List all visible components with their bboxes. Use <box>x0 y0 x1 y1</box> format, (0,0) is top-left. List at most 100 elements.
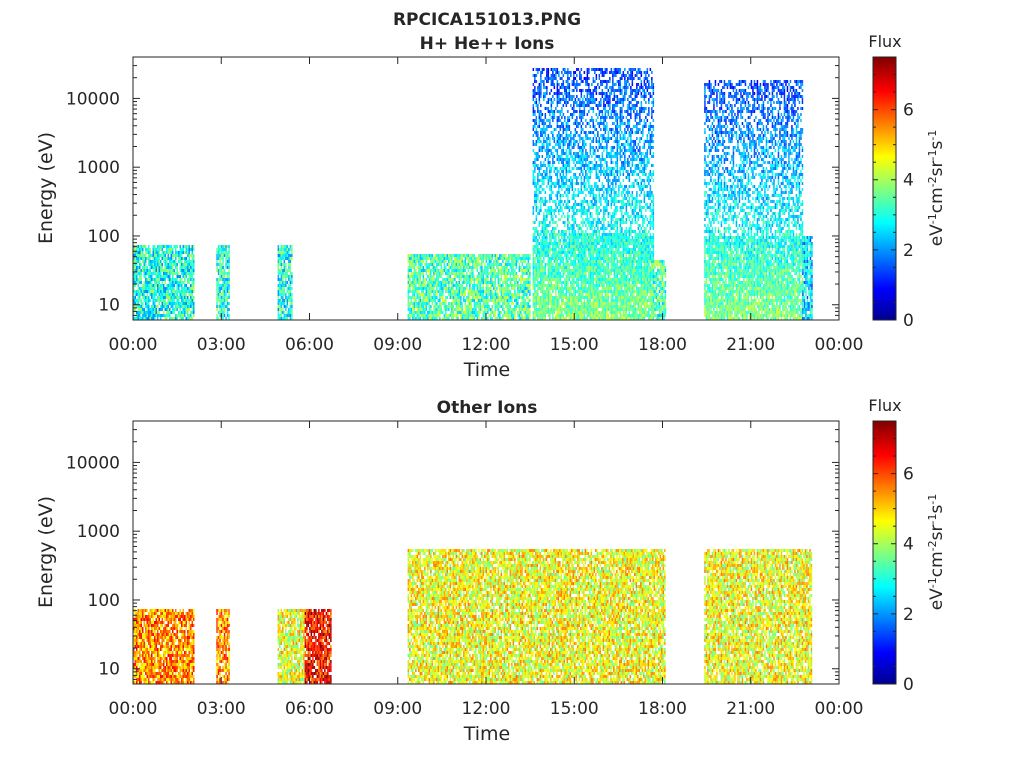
data-cell <box>568 152 571 155</box>
data-cell <box>570 296 572 299</box>
data-cell <box>580 269 583 272</box>
data-cell <box>481 260 483 263</box>
data-cell <box>455 290 458 293</box>
data-cell <box>540 92 542 95</box>
data-cell <box>166 314 168 317</box>
data-cell <box>139 251 141 254</box>
data-cell <box>440 290 443 293</box>
data-cell <box>543 230 545 233</box>
data-cell <box>588 209 590 212</box>
data-cell <box>176 284 178 287</box>
data-cell <box>448 260 450 263</box>
data-cell <box>549 155 551 158</box>
data-cell <box>547 182 550 185</box>
data-cell <box>508 296 510 299</box>
data-cell <box>479 263 482 266</box>
data-cell <box>418 266 420 269</box>
data-cell <box>538 272 541 275</box>
data-cell <box>164 302 166 305</box>
data-cell <box>418 296 420 299</box>
data-cell <box>485 284 488 287</box>
data-cell <box>285 251 287 254</box>
data-cell <box>574 266 577 269</box>
data-cell <box>556 245 559 248</box>
data-cell <box>133 290 135 293</box>
data-cell <box>538 149 541 152</box>
data-cell <box>146 311 148 314</box>
data-cell <box>544 269 547 272</box>
data-cell <box>567 287 569 290</box>
data-cell <box>546 92 548 95</box>
data-cell <box>422 275 425 278</box>
data-cell <box>169 287 171 290</box>
data-cell <box>574 128 577 131</box>
data-cell <box>511 287 513 290</box>
data-cell <box>586 308 589 311</box>
data-cell <box>481 293 483 296</box>
data-cell <box>543 236 545 239</box>
data-cell <box>464 308 467 311</box>
data-cell <box>163 254 165 257</box>
data-cell <box>437 290 440 293</box>
data-cell <box>436 281 438 284</box>
data-cell <box>565 170 568 173</box>
data-cell <box>485 260 488 263</box>
data-cell <box>538 113 541 116</box>
data-cell <box>286 251 289 254</box>
data-cell <box>561 299 563 302</box>
data-cell <box>152 296 154 299</box>
data-cell <box>481 299 483 302</box>
data-cell <box>552 275 554 278</box>
data-cell <box>570 227 572 230</box>
data-cell <box>461 257 464 260</box>
data-cell <box>497 281 500 284</box>
data-cell <box>538 209 541 212</box>
data-cell <box>467 281 470 284</box>
data-cell <box>154 281 156 284</box>
data-cell <box>451 254 453 257</box>
data-cell <box>217 305 220 308</box>
data-cell <box>585 224 587 227</box>
data-cell <box>518 257 521 260</box>
data-cell <box>485 293 488 296</box>
data-cell <box>437 260 440 263</box>
data-cell <box>427 293 429 296</box>
data-cell <box>574 245 577 248</box>
data-cell <box>526 302 528 305</box>
data-cell <box>466 314 468 317</box>
data-cell <box>143 281 145 284</box>
data-cell <box>433 299 435 302</box>
data-cell <box>574 152 577 155</box>
data-cell <box>161 278 163 281</box>
data-cell <box>490 257 492 260</box>
data-cell <box>409 257 411 260</box>
data-cell <box>461 260 464 263</box>
data-cell <box>583 287 586 290</box>
data-cell <box>445 257 447 260</box>
data-cell <box>280 317 283 320</box>
data-cell <box>469 284 471 287</box>
data-cell <box>134 284 136 287</box>
data-cell <box>567 119 569 122</box>
data-cell <box>511 284 513 287</box>
data-cell <box>540 128 542 131</box>
data-cell <box>562 131 565 134</box>
data-cell <box>472 266 474 269</box>
data-cell <box>585 200 587 203</box>
data-cell <box>556 119 559 122</box>
data-cell <box>173 278 175 281</box>
data-cell <box>427 275 429 278</box>
data-cell <box>518 311 521 314</box>
data-cell <box>559 257 562 260</box>
data-cell <box>526 284 528 287</box>
data-cell <box>470 275 473 278</box>
data-cell <box>496 263 498 266</box>
data-cell <box>289 302 292 305</box>
data-cell <box>219 296 221 299</box>
data-cell <box>585 182 587 185</box>
data-cell <box>454 284 456 287</box>
data-cell <box>555 242 557 245</box>
data-cell <box>541 299 544 302</box>
data-cell <box>585 239 587 242</box>
data-cell <box>537 179 539 182</box>
